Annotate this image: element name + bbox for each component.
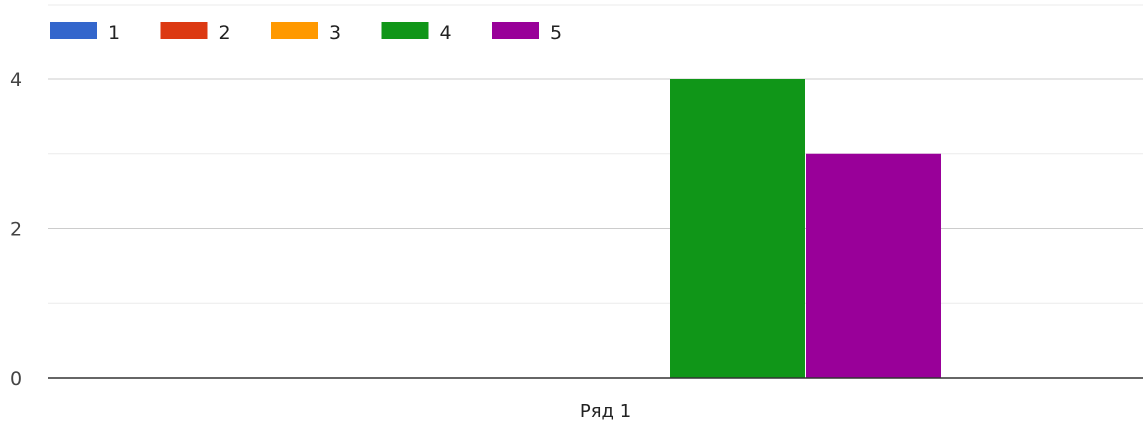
x-category-label: Ряд 1 — [580, 401, 631, 421]
y-tick-label: 4 — [10, 69, 22, 91]
legend-label-4: 4 — [440, 22, 452, 44]
y-tick-label: 2 — [10, 219, 22, 241]
legend-label-1: 1 — [108, 22, 120, 44]
gridlines — [48, 4, 1143, 304]
bar-series-5 — [806, 153, 941, 378]
legend-swatch-3 — [271, 22, 318, 39]
legend-label-3: 3 — [329, 22, 341, 44]
legend-swatch-4 — [381, 22, 429, 39]
legend-swatch-1 — [50, 22, 97, 39]
y-tick-label: 0 — [10, 368, 22, 390]
legend-swatch-2 — [160, 22, 208, 39]
y-axis-ticks: 0 2 4 — [10, 69, 22, 390]
bar-series-4 — [670, 79, 805, 378]
x-axis-categories: Ряд 1 — [580, 401, 631, 421]
legend-label-5: 5 — [550, 22, 562, 44]
legend-swatch-5 — [492, 22, 539, 39]
bars — [670, 79, 941, 378]
legend-label-2: 2 — [219, 22, 231, 44]
legend: 1 2 3 4 5 — [50, 22, 562, 44]
